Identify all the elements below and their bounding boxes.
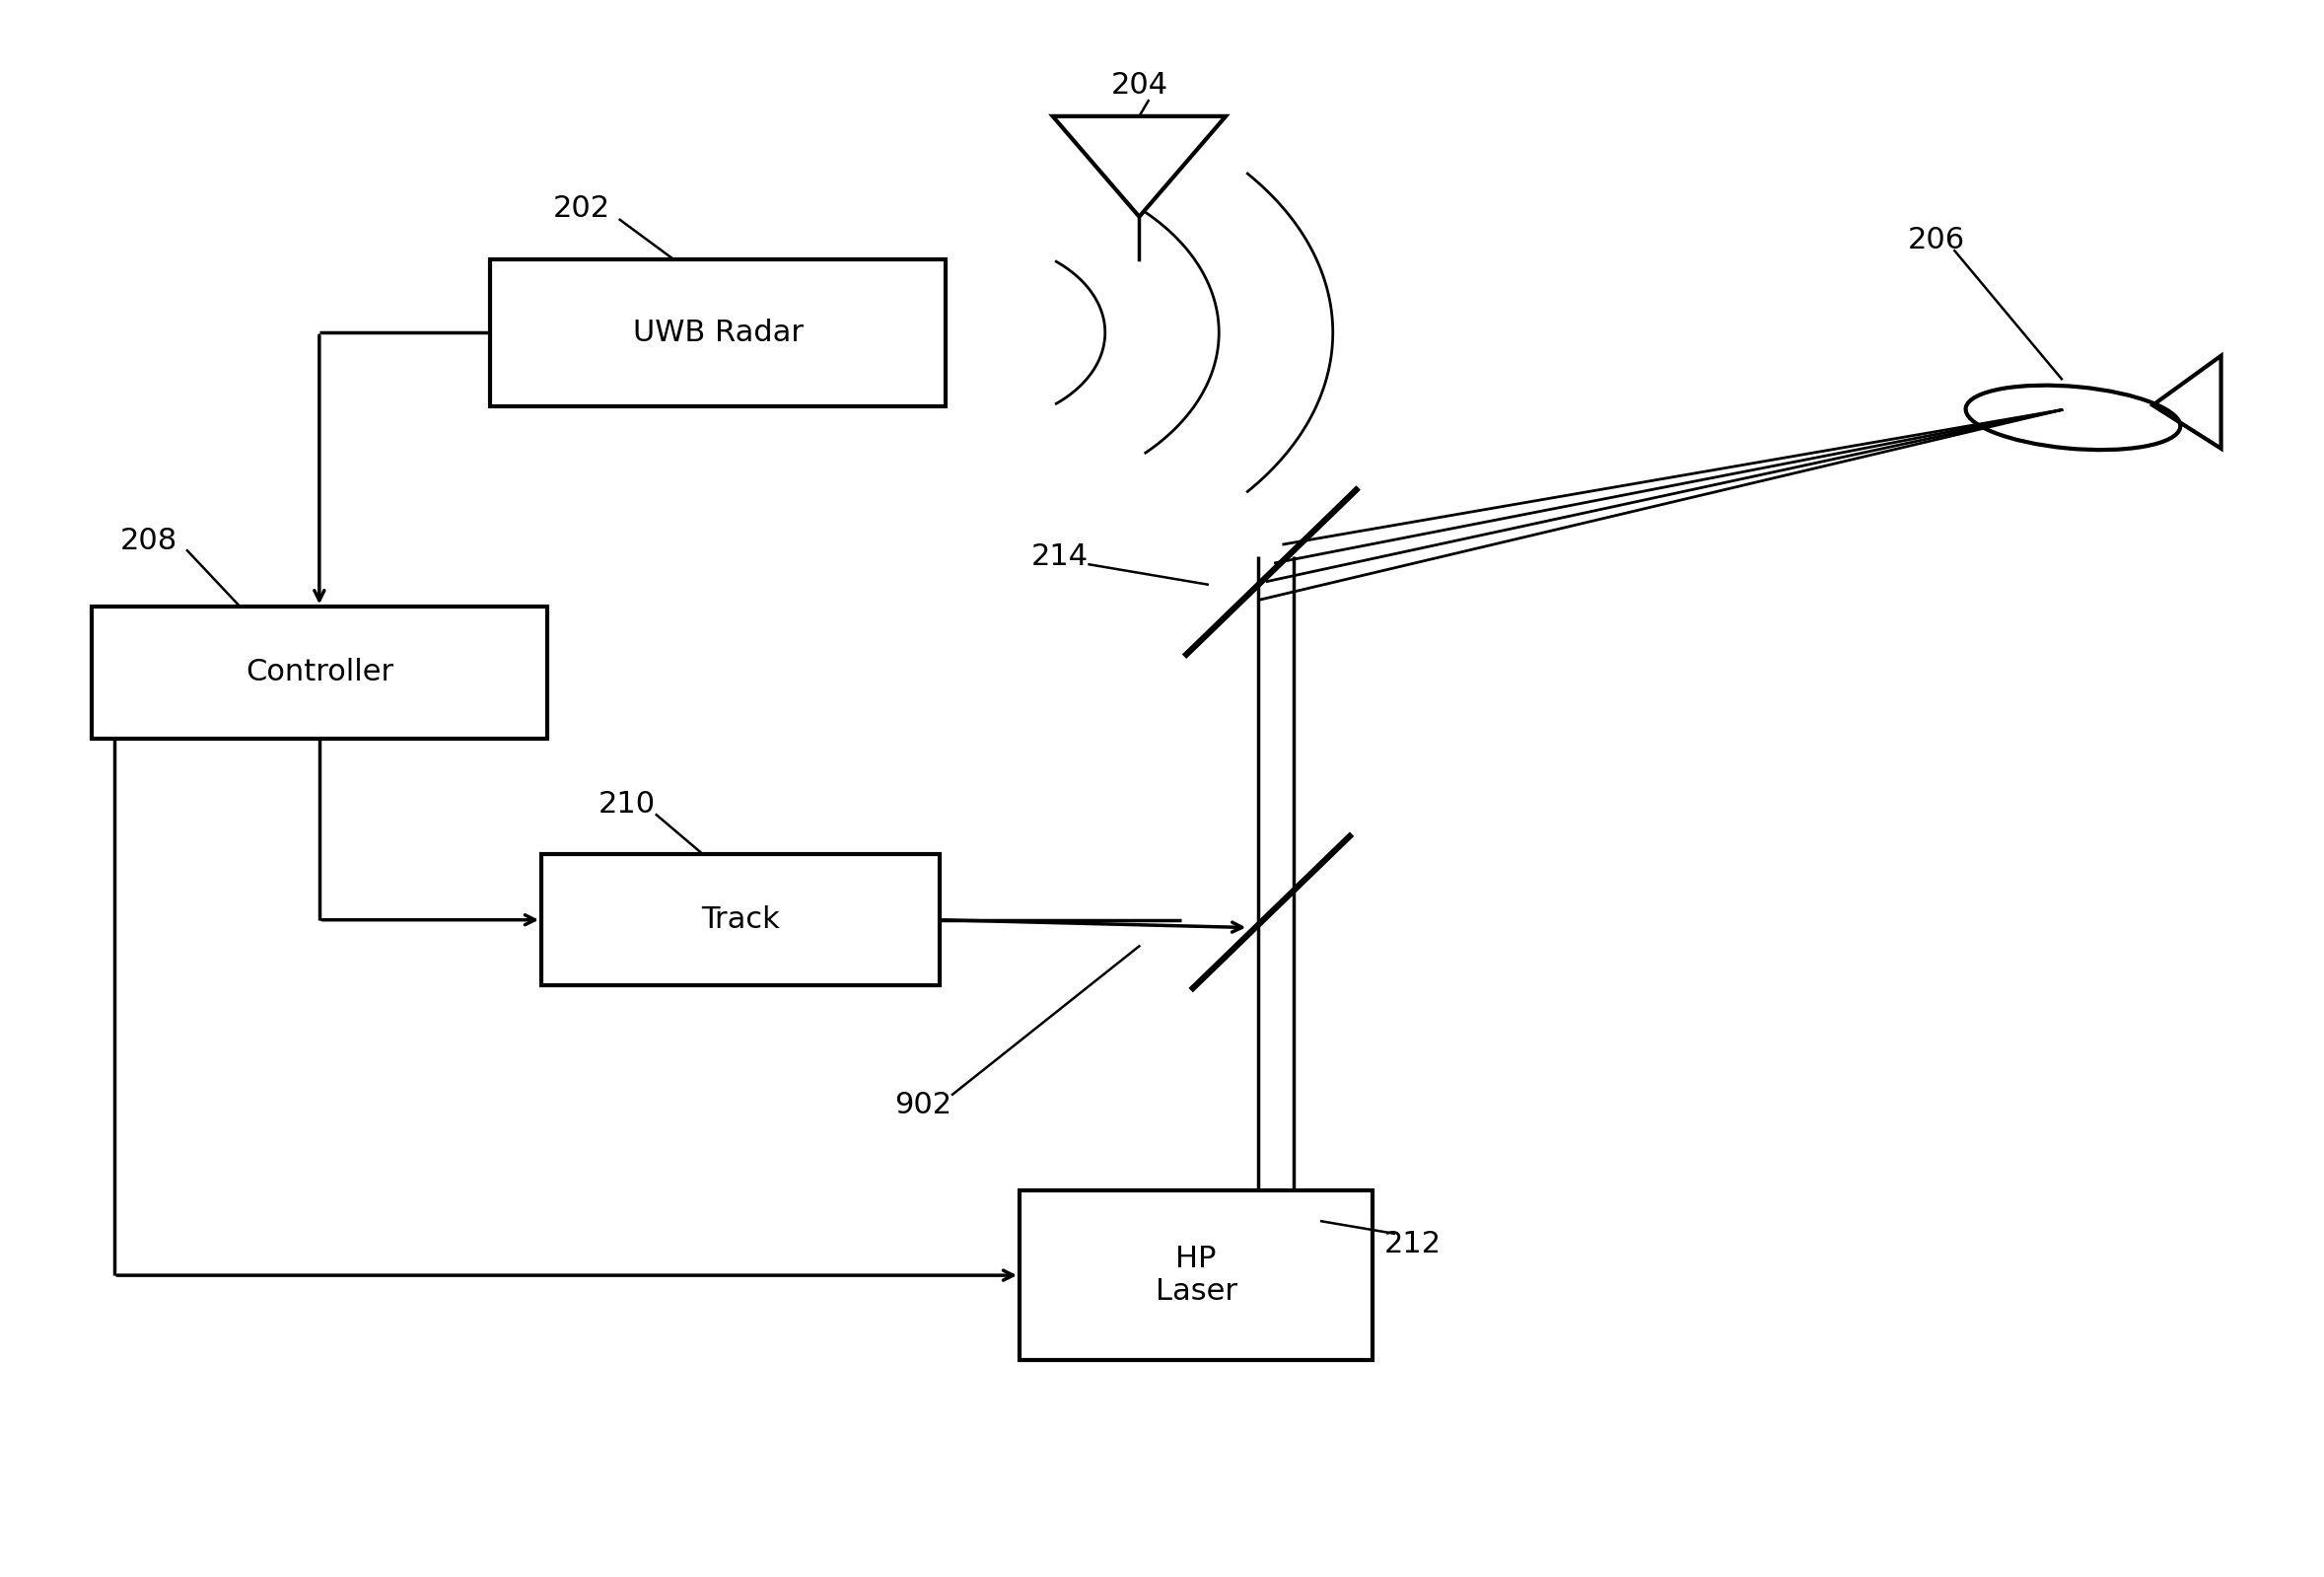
FancyBboxPatch shape — [490, 259, 946, 405]
Text: Controller: Controller — [246, 658, 393, 688]
Text: 902: 902 — [895, 1091, 951, 1120]
Text: UWB Radar: UWB Radar — [632, 319, 804, 347]
FancyBboxPatch shape — [91, 607, 546, 738]
Text: 210: 210 — [597, 790, 655, 818]
Text: 214: 214 — [1032, 542, 1088, 571]
Text: 212: 212 — [1383, 1230, 1441, 1258]
Text: 202: 202 — [553, 194, 609, 224]
Text: Track: Track — [702, 905, 781, 934]
Text: 206: 206 — [1908, 226, 1966, 254]
Text: 208: 208 — [121, 527, 177, 555]
Text: HP
Laser: HP Laser — [1155, 1244, 1236, 1306]
Text: 204: 204 — [1111, 71, 1169, 99]
FancyBboxPatch shape — [1020, 1191, 1373, 1361]
FancyBboxPatch shape — [541, 855, 939, 986]
